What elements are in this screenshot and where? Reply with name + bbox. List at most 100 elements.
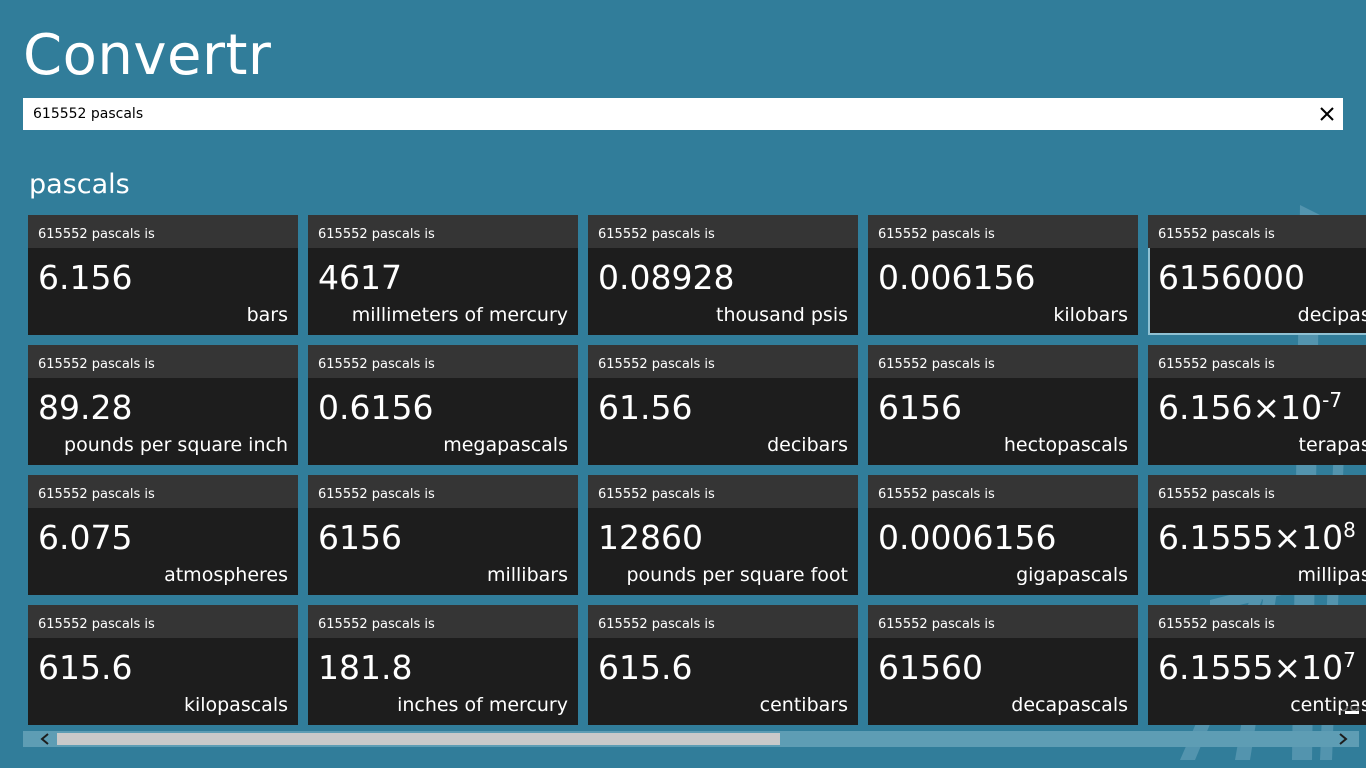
tile-header: 615552 pascals is (1148, 215, 1366, 248)
tile-unit: centibars (759, 694, 848, 716)
tile-unit: decipascals (1297, 304, 1366, 326)
tile-header: 615552 pascals is (868, 215, 1138, 248)
search-box[interactable] (23, 98, 1343, 130)
conversion-tile[interactable]: 615552 pascals is 61560 decapascals (868, 605, 1138, 725)
tile-value-text: 89.28 (38, 388, 133, 427)
conversion-tile[interactable]: 615552 pascals is 6.156×10-7 terapascals (1148, 345, 1366, 465)
tile-value-text: 6.075 (38, 518, 133, 557)
conversion-tile[interactable]: 615552 pascals is 181.8 inches of mercury (308, 605, 578, 725)
tile-unit: decibars (767, 434, 848, 456)
tile-unit: terapascals (1298, 434, 1366, 456)
conversion-tile[interactable]: 615552 pascals is 0.08928 thousand psis (588, 215, 858, 335)
tile-header: 615552 pascals is (308, 475, 578, 508)
conversion-tile[interactable]: 615552 pascals is 615.6 kilopascals (28, 605, 298, 725)
tile-value: 181.8 (318, 647, 412, 689)
tile-value-text: 4617 (318, 258, 402, 297)
tile-value-text: 6.1555×10 (1158, 518, 1344, 557)
tile-value-text: 181.8 (318, 648, 413, 687)
conversion-tile[interactable]: 615552 pascals is 6156000 decipascals (1148, 215, 1366, 335)
tile-value-text: 61560 (878, 648, 983, 687)
tile-unit: decapascals (1011, 694, 1128, 716)
conversion-tile[interactable]: 615552 pascals is 89.28 pounds per square … (28, 345, 298, 465)
tile-unit: millimeters of mercury (351, 304, 568, 326)
tile-value: 4617 (318, 257, 402, 299)
tile-value: 61560 (878, 647, 983, 689)
tile-value-exponent: 8 (1343, 518, 1356, 542)
chevron-left-icon (40, 733, 49, 745)
conversion-tile[interactable]: 615552 pascals is 12860 pounds per square … (588, 475, 858, 595)
tile-unit: hectopascals (1003, 434, 1128, 456)
scroll-left-button[interactable] (29, 731, 61, 747)
conversion-tile[interactable]: 615552 pascals is 61.56 decibars (588, 345, 858, 465)
clear-search-button[interactable] (1311, 98, 1343, 130)
tile-unit: millipascals (1297, 564, 1366, 586)
tile-header: 615552 pascals is (28, 605, 298, 638)
search-input[interactable] (23, 98, 1313, 130)
conversion-tile[interactable]: 615552 pascals is 0.006156 kilobars (868, 215, 1138, 335)
tile-header: 615552 pascals is (28, 475, 298, 508)
tile-header: 615552 pascals is (28, 345, 298, 378)
tile-value: 61.56 (598, 387, 692, 429)
tile-value-text: 6156 (318, 518, 402, 557)
tile-value: 6.075 (38, 517, 132, 559)
scroll-right-button[interactable] (1327, 731, 1359, 747)
tile-unit: inches of mercury (397, 694, 568, 716)
conversion-tile[interactable]: 615552 pascals is 6.075 atmospheres (28, 475, 298, 595)
tile-value: 6156 (878, 387, 962, 429)
tile-value-text: 0.08928 (598, 258, 735, 297)
conversion-tile[interactable]: 615552 pascals is 0.6156 megapascals (308, 345, 578, 465)
tile-value-text: 6.156×10 (1158, 388, 1323, 427)
conversion-tile[interactable]: 615552 pascals is 4617 millimeters of merc… (308, 215, 578, 335)
tile-value: 12860 (598, 517, 703, 559)
tile-value-text: 615.6 (38, 648, 133, 687)
tile-value-text: 0.0006156 (878, 518, 1057, 557)
tile-header: 615552 pascals is (588, 475, 858, 508)
conversion-tile[interactable]: 615552 pascals is6.1555×107centipascals (1148, 605, 1366, 725)
tile-value: 89.28 (38, 387, 132, 429)
tile-header: 615552 pascals is (1148, 475, 1366, 508)
scrollbar-thumb[interactable] (57, 733, 780, 745)
chevron-right-icon (1339, 733, 1348, 745)
tile-unit: millibars (486, 564, 568, 586)
tile-header: 615552 pascals is (28, 215, 298, 248)
tile-unit: megapascals (443, 434, 568, 456)
tile-header: 615552 pascals is (588, 345, 858, 378)
tile-unit: kilopascals (183, 694, 288, 716)
tile-value: 615.6 (598, 647, 692, 689)
results-viewport: 615552 pascals is 6.156 bars 615552 pascals… (28, 215, 1366, 725)
tile-value: 6.1555×108 (1158, 517, 1356, 559)
tile-header: 615552 pascals is (308, 605, 578, 638)
conversion-tile[interactable]: 615552 pascals is 6.156 bars (28, 215, 298, 335)
tile-value-text: 6156 (878, 388, 962, 427)
close-icon (1320, 107, 1334, 121)
minimize-icon[interactable] (1342, 706, 1362, 720)
app-title: Convertr (23, 23, 272, 88)
tile-value-text: 615.6 (598, 648, 693, 687)
conversion-tile[interactable]: 615552 pascals is 0.0006156 gigapascals (868, 475, 1138, 595)
tile-header: 615552 pascals is (868, 475, 1138, 508)
tile-value-text: 0.6156 (318, 388, 434, 427)
tile-value-text: 61.56 (598, 388, 693, 427)
conversion-tile[interactable]: 615552 pascals is 615.6 centibars (588, 605, 858, 725)
section-title: pascals (29, 169, 130, 200)
horizontal-scrollbar[interactable] (23, 731, 1359, 747)
conversion-tile[interactable]: 615552 pascals is 6156 millibars (308, 475, 578, 595)
tile-value-text: 0.006156 (878, 258, 1036, 297)
tile-header: 615552 pascals is (588, 215, 858, 248)
tile-header: 615552 pascals is (1148, 605, 1366, 638)
tile-header: 615552 pascals is (308, 215, 578, 248)
tile-value-text: 6.156 (38, 258, 133, 297)
tile-value: 615.6 (38, 647, 132, 689)
results-grid: 615552 pascals is 6.156 bars 615552 pascals… (28, 215, 1366, 725)
tile-value-text: 6156000 (1158, 258, 1305, 297)
tile-value-exponent: 7 (1343, 648, 1356, 672)
tile-value: 0.08928 (598, 257, 734, 299)
tile-unit: pounds per square foot (626, 564, 848, 586)
tile-value-text: 12860 (598, 518, 703, 557)
tile-header: 615552 pascals is (1148, 345, 1366, 378)
tile-unit: bars (246, 304, 288, 326)
tile-value: 6156 (318, 517, 402, 559)
conversion-tile[interactable]: 615552 pascals is 6156 hectopascals (868, 345, 1138, 465)
conversion-tile[interactable]: 615552 pascals is 6.1555×108 millipascals (1148, 475, 1366, 595)
tile-value: 6.156×10-7 (1158, 387, 1342, 429)
